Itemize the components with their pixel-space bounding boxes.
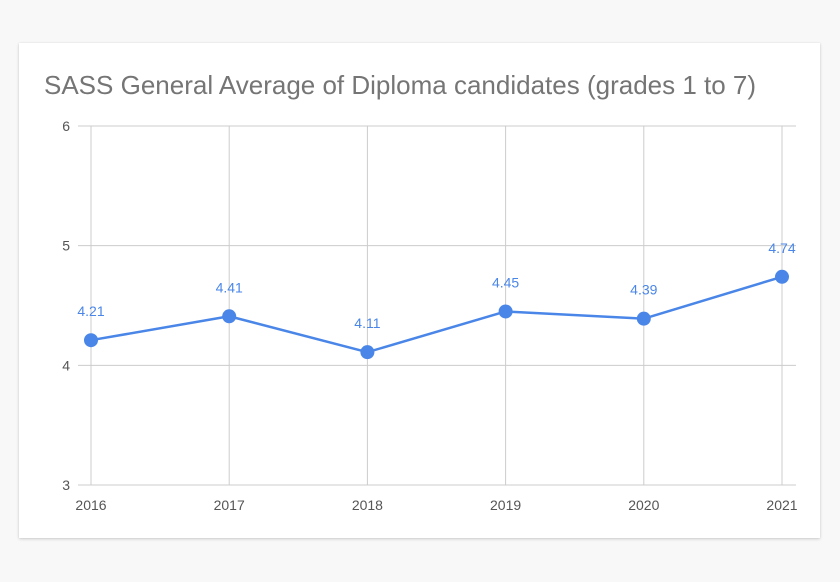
data-label: 4.74 bbox=[768, 240, 795, 256]
chart-title: SASS General Average of Diploma candidat… bbox=[44, 70, 757, 100]
data-point bbox=[84, 333, 98, 348]
x-tick-label: 2021 bbox=[766, 497, 797, 513]
data-label: 4.11 bbox=[354, 315, 380, 331]
data-label: 4.45 bbox=[492, 274, 519, 290]
x-tick-label: 2017 bbox=[214, 497, 245, 513]
data-point bbox=[222, 309, 237, 324]
series-1: 4.21 4.41 4.11 4.45 4.39 4.74 bbox=[77, 240, 796, 360]
data-point bbox=[498, 304, 513, 319]
data-label: 4.41 bbox=[216, 279, 243, 295]
y-tick-label: 3 bbox=[62, 477, 70, 493]
series-line bbox=[90, 275, 783, 354]
x-tick-label: 2020 bbox=[628, 497, 659, 513]
x-axis-ticks: 2016 2017 2018 2019 2020 2021 bbox=[75, 497, 797, 513]
y-axis-ticks: 3 4 5 6 bbox=[62, 118, 70, 493]
x-tick-label: 2018 bbox=[352, 497, 383, 513]
y-tick-label: 4 bbox=[62, 357, 70, 373]
data-point bbox=[360, 345, 375, 360]
x-tick-label: 2016 bbox=[75, 497, 106, 513]
data-label: 4.21 bbox=[77, 303, 104, 319]
y-tick-label: 6 bbox=[62, 118, 70, 134]
y-tick-label: 5 bbox=[62, 238, 70, 254]
data-point bbox=[775, 269, 789, 284]
data-label: 4.39 bbox=[630, 282, 657, 298]
x-tick-label: 2019 bbox=[490, 497, 521, 513]
data-point bbox=[636, 311, 651, 326]
